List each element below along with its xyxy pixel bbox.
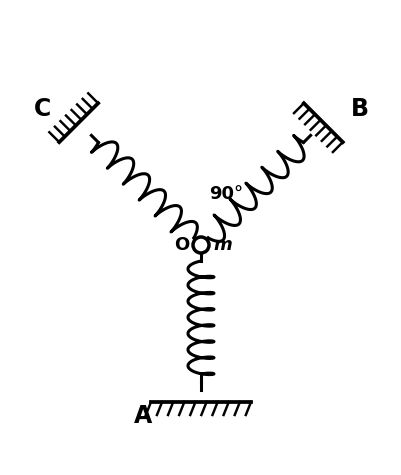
Circle shape	[192, 237, 209, 253]
Text: O: O	[173, 236, 188, 254]
Text: B: B	[350, 97, 369, 121]
Text: m: m	[213, 236, 231, 254]
Text: A: A	[134, 404, 152, 428]
Text: 90°: 90°	[209, 185, 243, 203]
Text: C: C	[33, 97, 51, 121]
